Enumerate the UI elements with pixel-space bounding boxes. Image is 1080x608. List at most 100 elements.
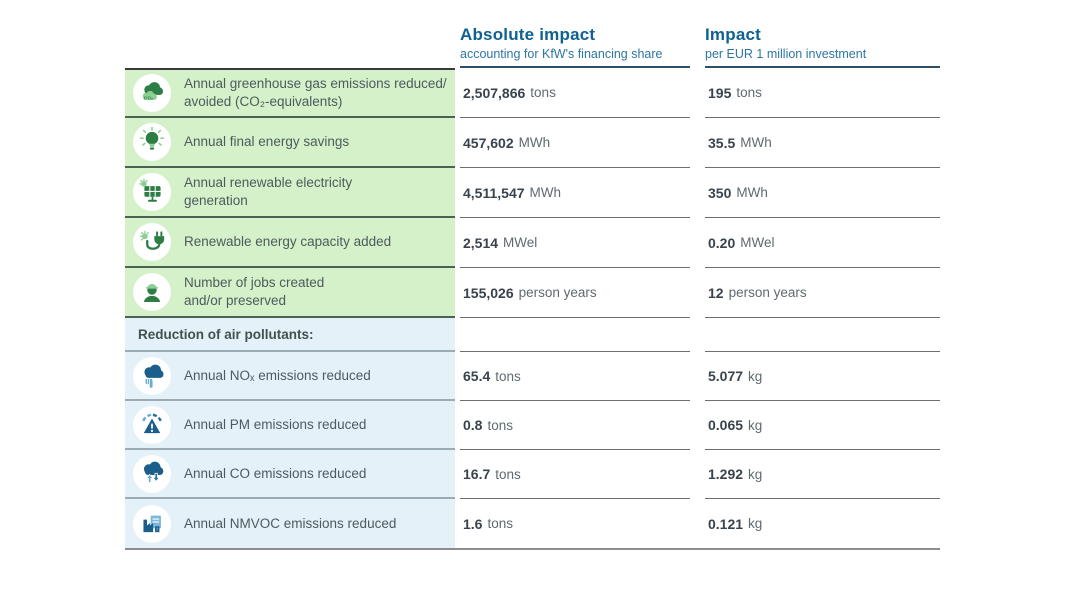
value-number: 35.5 — [708, 134, 736, 151]
impact-value-cell: 12 person years — [705, 268, 940, 318]
row-label: Number of jobs created and/or preserved — [184, 275, 325, 308]
value-unit: person years — [518, 285, 597, 300]
row-label-cell: Annual final energy savings — [125, 118, 455, 168]
row-label-cell: Annual PM emissions reduced — [125, 401, 455, 450]
impact-value-cell: 350 MWh — [705, 168, 940, 218]
section-header-row: Reduction of air pollutants: — [125, 318, 940, 352]
impact-subtitle: per EUR 1 million investment — [705, 47, 867, 61]
column-header-absolute-impact: Absolute impact accounting for KfW's fin… — [460, 20, 690, 68]
value-unit: tons — [736, 85, 762, 100]
absolute-impact-value-cell: 457,602 MWh — [460, 118, 690, 168]
row-label-cell: Annual NMVOC emissions reduced — [125, 499, 455, 548]
value-number: 5.077 — [708, 368, 744, 384]
value-unit: tons — [495, 368, 521, 384]
value-unit: kg — [748, 466, 763, 482]
value-number: 1.292 — [708, 466, 744, 482]
value-unit: tons — [487, 516, 513, 531]
table-row-renewable-electricity: Annual renewable electricity generation … — [125, 168, 940, 218]
value-number: 457,602 — [463, 134, 514, 151]
value-number: 0.8 — [463, 417, 483, 433]
absolute-impact-value-cell: 2,507,866 tons — [460, 68, 690, 118]
cloud-thumbs-down-icon — [133, 356, 171, 395]
row-label: Annual NOₓ emissions reduced — [184, 367, 371, 383]
value-number: 155,026 — [463, 284, 514, 301]
row-label-cell: Renewable energy capacity added — [125, 218, 455, 268]
impact-value-cell: 35.5 MWh — [705, 118, 940, 168]
value-number: 350 — [708, 184, 732, 201]
section-title: Reduction of air pollutants: — [138, 326, 314, 342]
row-label: Annual PM emissions reduced — [184, 416, 367, 432]
value-unit: kg — [748, 516, 763, 531]
row-label: Annual final energy savings — [184, 134, 350, 150]
value-number: 195 — [708, 84, 732, 101]
value-unit: kg — [748, 368, 763, 384]
value-unit: kg — [748, 417, 763, 433]
row-label: Annual NMVOC emissions reduced — [184, 515, 397, 531]
impact-value-cell: 195 tons — [705, 68, 940, 118]
value-unit: MWel — [503, 235, 538, 250]
value-number: 0.20 — [708, 234, 736, 251]
absolute-impact-value-cell — [460, 318, 690, 352]
svg-text:CO₂: CO₂ — [144, 95, 153, 101]
value-number: 0.121 — [708, 515, 744, 532]
impact-table: Absolute impact accounting for KfW's fin… — [125, 20, 940, 550]
table-header-row: Absolute impact accounting for KfW's fin… — [125, 20, 940, 68]
header-label-spacer — [125, 20, 455, 68]
value-unit: MWh — [736, 185, 768, 200]
absolute-impact-value-cell: 65.4 tons — [460, 352, 690, 401]
column-header-impact: Impact per EUR 1 million investment — [705, 20, 940, 68]
value-number: 0.065 — [708, 417, 744, 433]
co2-cloud-icon: CO₂ — [133, 74, 171, 112]
row-label: Annual CO emissions reduced — [184, 465, 367, 481]
row-label-cell: Annual CO emissions reduced — [125, 450, 455, 499]
row-label-cell: Annual renewable electricity generation — [125, 168, 455, 218]
impact-value-cell — [705, 318, 940, 352]
solar-panel-icon — [133, 173, 171, 211]
row-label-cell: Annual NOₓ emissions reduced — [125, 352, 455, 401]
impact-value-cell: 0.20 MWel — [705, 218, 940, 268]
impact-value-cell: 1.292 kg — [705, 450, 940, 499]
absolute-impact-subtitle: accounting for KfW's financing share — [460, 47, 663, 61]
section-header-cell: Reduction of air pollutants: — [125, 318, 455, 352]
value-number: 16.7 — [463, 466, 491, 482]
absolute-impact-value-cell: 1.6 tons — [460, 499, 690, 548]
table-row-energy-savings: Annual final energy savings 457,602 MWh … — [125, 118, 940, 168]
value-number: 12 — [708, 284, 724, 301]
value-unit: tons — [530, 85, 556, 100]
value-unit: MWh — [740, 135, 772, 150]
table-row-co: Annual CO emissions reduced 16.7 tons 1.… — [125, 450, 940, 499]
row-label-cell: Number of jobs created and/or preserved — [125, 268, 455, 318]
factory-icon — [133, 504, 171, 543]
impact-value-cell: 0.121 kg — [705, 499, 940, 548]
value-unit: MWh — [529, 185, 562, 200]
impact-title: Impact — [705, 25, 761, 44]
cloud-arrows-icon — [133, 454, 171, 493]
absolute-impact-value-cell: 155,026 person years — [460, 268, 690, 318]
lightbulb-icon — [133, 123, 171, 161]
value-number: 65.4 — [463, 368, 491, 384]
table-row-capacity-added: Renewable energy capacity added 2,514 MW… — [125, 218, 940, 268]
absolute-impact-value-cell: 16.7 tons — [460, 450, 690, 499]
table-row-greenhouse-gas: CO₂ Annual greenhouse gas emissions redu… — [125, 68, 940, 118]
row-label-cell: CO₂ Annual greenhouse gas emissions redu… — [125, 68, 455, 118]
absolute-impact-value-cell: 2,514 MWel — [460, 218, 690, 268]
warning-triangle-icon — [133, 405, 171, 444]
absolute-impact-value-cell: 4,511,547 MWh — [460, 168, 690, 218]
value-number: 4,511,547 — [463, 184, 525, 201]
value-unit: MWh — [518, 135, 551, 150]
row-label: Renewable energy capacity added — [184, 234, 392, 250]
value-number: 2,507,866 — [463, 84, 526, 101]
table-row-nmvoc: Annual NMVOC emissions reduced 1.6 tons … — [125, 499, 940, 548]
value-unit: person years — [728, 285, 807, 300]
plug-sun-icon — [133, 223, 171, 261]
impact-value-cell: 5.077 kg — [705, 352, 940, 401]
row-label: Annual renewable electricity generation — [184, 175, 353, 208]
impact-value-cell: 0.065 kg — [705, 401, 940, 450]
row-label: Annual greenhouse gas emissions reduced/… — [184, 76, 447, 109]
worker-icon — [133, 273, 171, 311]
table-row-nox: Annual NOₓ emissions reduced 65.4 tons 5… — [125, 352, 940, 401]
value-unit: tons — [487, 417, 513, 433]
value-unit: tons — [495, 466, 521, 482]
table-row-pm: Annual PM emissions reduced 0.8 tons 0.0… — [125, 401, 940, 450]
value-number: 2,514 — [463, 234, 499, 251]
